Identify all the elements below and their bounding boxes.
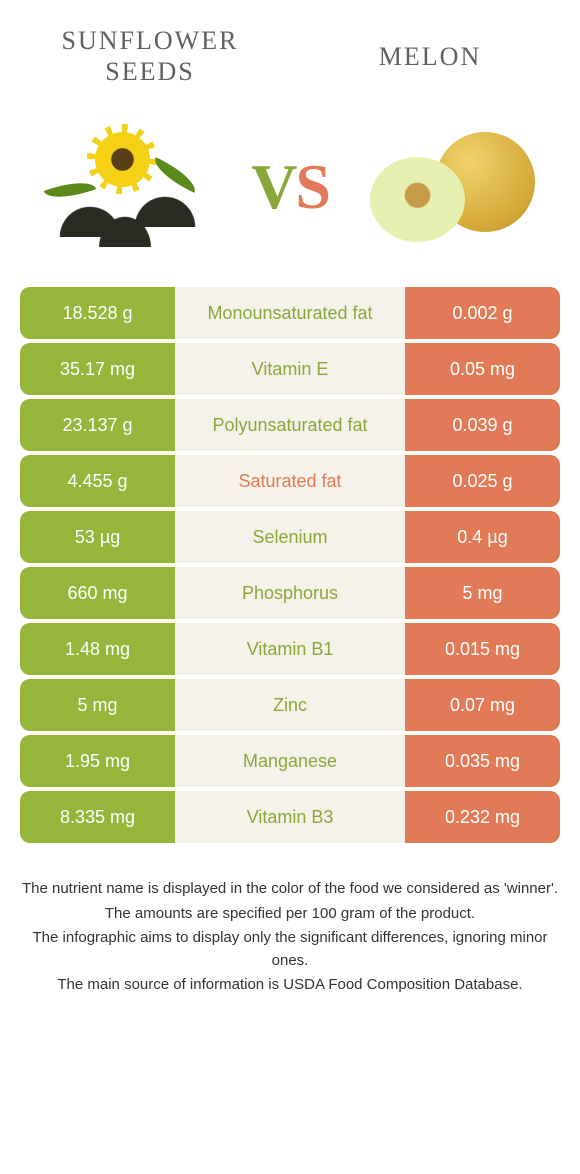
footer-line: The nutrient name is displayed in the co… xyxy=(20,878,560,901)
table-row: 1.95 mgManganese0.035 mg xyxy=(20,735,560,787)
nutrient-label-cell: Vitamin B1 xyxy=(175,623,405,675)
left-value-cell: 18.528 g xyxy=(20,287,175,339)
left-value-cell: 1.95 mg xyxy=(20,735,175,787)
right-value-cell: 0.232 mg xyxy=(405,791,560,843)
table-row: 35.17 mgVitamin E0.05 mg xyxy=(20,343,560,395)
table-row: 18.528 gMonounsaturated fat0.002 g xyxy=(20,287,560,339)
table-row: 660 mgPhosphorus5 mg xyxy=(20,567,560,619)
table-row: 4.455 gSaturated fat0.025 g xyxy=(20,455,560,507)
right-value-cell: 0.4 µg xyxy=(405,511,560,563)
footer-notes: The nutrient name is displayed in the co… xyxy=(20,878,560,997)
table-row: 8.335 mgVitamin B30.232 mg xyxy=(20,791,560,843)
nutrient-label-cell: Monounsaturated fat xyxy=(175,287,405,339)
left-value-cell: 4.455 g xyxy=(20,455,175,507)
right-food-title: Melon xyxy=(330,41,530,72)
left-value-cell: 660 mg xyxy=(20,567,175,619)
right-value-cell: 0.05 mg xyxy=(405,343,560,395)
nutrient-label-cell: Phosphorus xyxy=(175,567,405,619)
table-row: 5 mgZinc0.07 mg xyxy=(20,679,560,731)
header: Sunflower seeds Melon xyxy=(0,0,580,97)
table-row: 53 µgSelenium0.4 µg xyxy=(20,511,560,563)
right-value-cell: 0.002 g xyxy=(405,287,560,339)
table-row: 23.137 gPolyunsaturated fat0.039 g xyxy=(20,399,560,451)
left-value-cell: 53 µg xyxy=(20,511,175,563)
sunflower-illustration xyxy=(40,127,210,247)
nutrient-label-cell: Polyunsaturated fat xyxy=(175,399,405,451)
left-food-title: Sunflower seeds xyxy=(50,25,250,87)
left-value-cell: 1.48 mg xyxy=(20,623,175,675)
left-value-cell: 8.335 mg xyxy=(20,791,175,843)
footer-line: The infographic aims to display only the… xyxy=(20,927,560,972)
left-value-cell: 23.137 g xyxy=(20,399,175,451)
nutrient-label-cell: Manganese xyxy=(175,735,405,787)
nutrient-label-cell: Zinc xyxy=(175,679,405,731)
vs-letter-v: V xyxy=(251,151,295,222)
vs-letter-s: S xyxy=(295,151,329,222)
right-value-cell: 0.015 mg xyxy=(405,623,560,675)
footer-line: The main source of information is USDA F… xyxy=(20,974,560,997)
footer-line: The amounts are specified per 100 gram o… xyxy=(20,903,560,926)
nutrient-label-cell: Saturated fat xyxy=(175,455,405,507)
header-title-right: Melon xyxy=(330,41,530,72)
melon-illustration xyxy=(370,127,540,247)
right-value-cell: 5 mg xyxy=(405,567,560,619)
vs-label: VS xyxy=(251,150,329,224)
right-value-cell: 0.025 g xyxy=(405,455,560,507)
right-value-cell: 0.07 mg xyxy=(405,679,560,731)
left-value-cell: 5 mg xyxy=(20,679,175,731)
left-value-cell: 35.17 mg xyxy=(20,343,175,395)
right-value-cell: 0.039 g xyxy=(405,399,560,451)
comparison-table: 18.528 gMonounsaturated fat0.002 g35.17 … xyxy=(20,287,560,843)
nutrient-label-cell: Vitamin E xyxy=(175,343,405,395)
right-value-cell: 0.035 mg xyxy=(405,735,560,787)
header-title-left: Sunflower seeds xyxy=(50,25,250,87)
nutrient-label-cell: Vitamin B3 xyxy=(175,791,405,843)
table-row: 1.48 mgVitamin B10.015 mg xyxy=(20,623,560,675)
nutrient-label-cell: Selenium xyxy=(175,511,405,563)
vs-row: VS xyxy=(0,97,580,287)
